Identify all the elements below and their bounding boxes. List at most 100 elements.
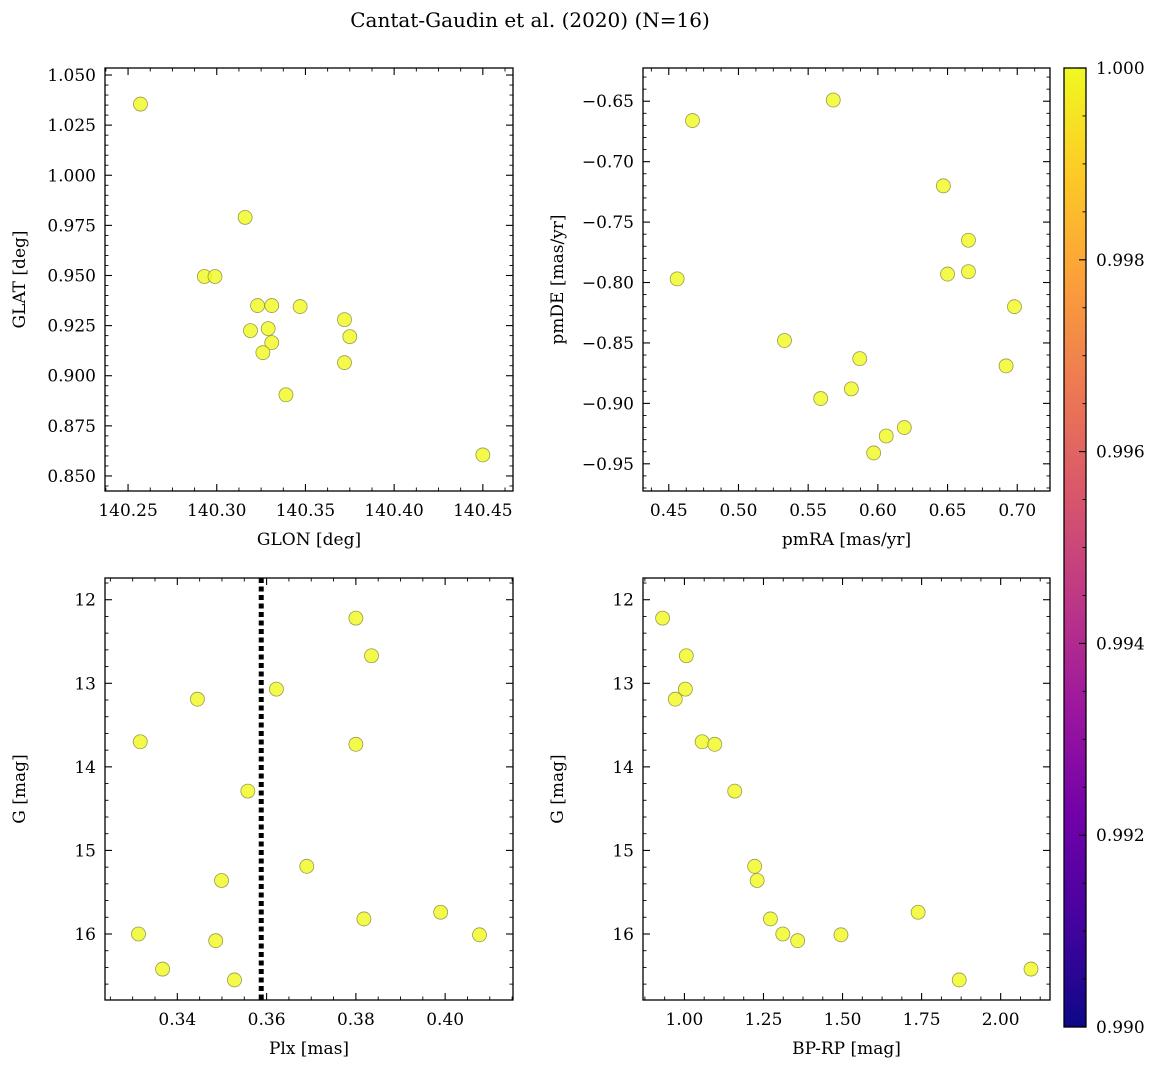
x-tick-label: 140.45: [453, 501, 512, 521]
colorbar-tick-label: 0.994: [1096, 634, 1145, 654]
data-point: [707, 736, 723, 752]
data-point: [833, 927, 849, 943]
data-point: [1023, 961, 1039, 977]
y-tick-label: −0.75: [582, 213, 634, 233]
y-tick-label: 0.975: [47, 216, 96, 236]
y-tick-label: 0.950: [47, 266, 96, 286]
data-point: [292, 299, 308, 314]
x-tick-label: 0.36: [248, 1010, 286, 1030]
colorbar-tick-label: 1.000: [1096, 59, 1145, 79]
x-tick-label: 0.45: [650, 501, 688, 521]
data-point: [961, 264, 976, 280]
colorbar-tick-label: 0.996: [1096, 443, 1145, 463]
data-point: [299, 858, 315, 874]
colorbar: 0.990 0.992 0.994 0.996 0.998 1.000: [1063, 59, 1145, 1038]
data-point: [747, 858, 763, 874]
y-tick-label: 1.050: [47, 66, 96, 86]
data-point: [255, 345, 271, 361]
y-tick-label: 16: [74, 925, 96, 945]
y-tick-label: −0.80: [582, 274, 634, 294]
data-point: [133, 96, 148, 112]
data-point: [227, 972, 242, 988]
axes-frame: [642, 67, 1051, 492]
x-tick-label: 2.00: [982, 1010, 1020, 1030]
y-tick-label: 15: [74, 841, 96, 861]
data-point: [264, 335, 280, 351]
data-point: [685, 113, 700, 128]
y-tick-label: −0.95: [582, 455, 634, 475]
data-point: [337, 355, 352, 371]
x-tick-label: 0.34: [158, 1010, 196, 1030]
x-tick-label: 1.00: [665, 1010, 703, 1030]
y-tick-label: −0.85: [582, 334, 634, 354]
y-tick-label: 1.000: [47, 166, 96, 186]
x-tick-label: 140.35: [276, 501, 335, 521]
figure-title: Cantat-Gaudin et al. (2020) (N=16): [350, 8, 710, 32]
data-point: [727, 783, 743, 799]
data-point: [749, 873, 765, 888]
x-tick-label: 140.25: [98, 501, 157, 521]
y-tick-label: −0.65: [582, 92, 634, 112]
data-point: [348, 736, 364, 752]
y-tick-label: 14: [74, 758, 96, 778]
data-point: [896, 420, 912, 435]
colorbar-tick-label: 0.990: [1096, 1018, 1145, 1038]
data-point: [843, 381, 859, 397]
y-axis-label: G [mag]: [548, 754, 568, 823]
panel-bprp-g: 1.00 1.25 1.50 1.75 2.00 12 13 14 15 16 BP-RP [mag…: [548, 577, 1051, 1059]
y-tick-label: 13: [74, 674, 96, 694]
x-tick-label: 1.50: [824, 1010, 862, 1030]
x-tick-label: 140.30: [187, 501, 246, 521]
data-point: [669, 271, 685, 287]
data-point: [364, 648, 379, 664]
x-tick-label: 0.70: [998, 501, 1036, 521]
x-axis-label: Plx [mas]: [269, 1039, 349, 1059]
panel-plx-g: 0.34 0.36 0.38 0.40 12 13 14 15 16 Plx [mas] G [ma…: [10, 577, 514, 1059]
data-point: [866, 445, 882, 461]
data-point: [337, 312, 352, 327]
y-tick-label: 16: [612, 925, 634, 945]
x-tick-label: 1.25: [745, 1010, 783, 1030]
colorbar-tick-label: 0.998: [1096, 251, 1145, 271]
x-tick-label: 0.38: [337, 1010, 375, 1030]
y-tick-label: 13: [612, 674, 634, 694]
colorbar-tick-label: 0.992: [1096, 826, 1145, 846]
data-point: [998, 358, 1014, 374]
data-point: [677, 681, 693, 697]
y-tick-label: 15: [612, 841, 634, 861]
data-point: [356, 911, 372, 927]
data-point: [678, 648, 694, 664]
x-tick-label: 0.55: [789, 501, 827, 521]
data-point: [825, 92, 841, 108]
data-point: [775, 926, 791, 942]
x-tick-label: 1.75: [903, 1010, 941, 1030]
x-tick-label: 0.40: [426, 1010, 464, 1030]
y-tick-label: 1.025: [47, 116, 96, 136]
data-point: [472, 927, 487, 943]
data-point: [250, 298, 265, 313]
y-tick-label: 0.850: [47, 467, 96, 487]
data-point: [260, 321, 276, 337]
y-tick-label: 12: [612, 591, 634, 611]
y-tick-label: 0.925: [47, 317, 96, 337]
panel-glon-glat: 140.25 140.30 140.35 140.40 140.45 0.850 0.875…: [10, 66, 514, 550]
data-point: [207, 269, 223, 284]
data-point: [667, 691, 683, 707]
y-tick-label: 0.875: [47, 417, 96, 437]
data-point: [269, 681, 284, 697]
data-point: [852, 351, 868, 367]
data-point: [475, 447, 491, 463]
data-point: [763, 911, 778, 927]
axes-frame: [104, 67, 514, 492]
data-point: [878, 428, 894, 444]
data-point: [935, 178, 951, 194]
data-point: [433, 904, 449, 920]
y-axis-label: pmDE [mas/yr]: [548, 214, 568, 344]
y-tick-label: 14: [612, 758, 634, 778]
data-point: [190, 691, 205, 707]
data-point: [214, 873, 229, 888]
data-point: [240, 783, 256, 799]
x-axis-label: GLON [deg]: [257, 530, 361, 550]
x-tick-label: 0.65: [929, 501, 967, 521]
